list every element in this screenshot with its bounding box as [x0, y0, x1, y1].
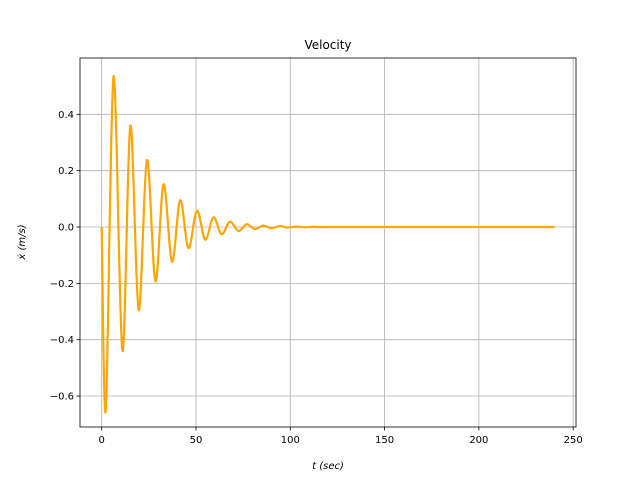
y-axis-ticks: −0.6 −0.4 −0.2 0.0 0.2 0.4: [50, 110, 80, 403]
y-tick-label: −0.4: [50, 335, 74, 346]
x-tick-label: 200: [469, 435, 488, 446]
x-tick-label: 100: [281, 435, 300, 446]
series-layer: [100, 75, 555, 414]
x-tick-label: 50: [190, 435, 203, 446]
y-tick-label: −0.6: [50, 392, 74, 403]
x-tick-label: 0: [99, 435, 105, 446]
y-tick-label: −0.2: [50, 279, 74, 290]
grid: [80, 58, 576, 427]
x-axis-label: t (sec): [312, 461, 344, 472]
velocity-series-line: [100, 75, 555, 414]
y-tick-label: 0.2: [58, 166, 74, 177]
x-tick-label: 250: [564, 435, 583, 446]
x-axis-ticks: 0 50 100 150 200 250: [99, 427, 583, 446]
chart-title: Velocity: [304, 38, 351, 52]
y-tick-label: 0.4: [58, 110, 74, 121]
y-axis-label: ẋ (m/s): [17, 224, 28, 260]
x-tick-label: 150: [375, 435, 394, 446]
y-tick-label: 0.0: [58, 223, 74, 234]
plot-frame: [79, 57, 577, 428]
